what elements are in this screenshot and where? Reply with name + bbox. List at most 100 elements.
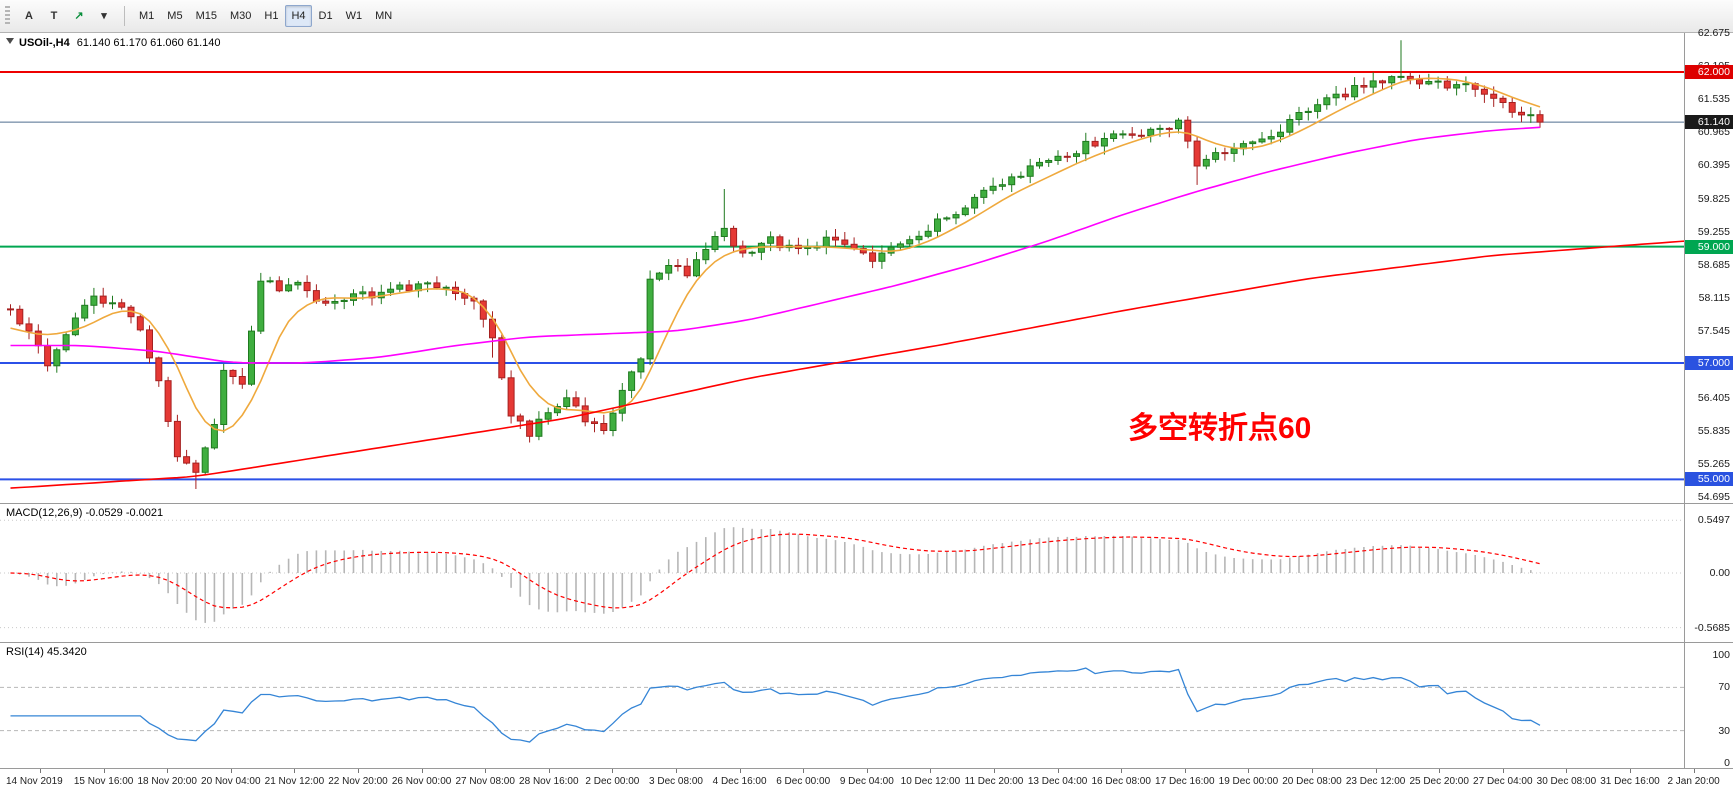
time-tick: [1312, 769, 1313, 773]
one-click-trading-icon[interactable]: [6, 38, 14, 48]
crosshair-tool-button[interactable]: A: [17, 5, 41, 27]
toolbar: A T ↗ ▾ M1 M5 M15 M30 H1 H4 D1 W1 MN: [0, 0, 1733, 33]
macd-axis-label: 0.5497: [1697, 514, 1730, 527]
time-axis-label: 25 Dec 20:00: [1409, 776, 1469, 787]
text-tool-button[interactable]: T: [42, 5, 66, 27]
price-axis-label: 60.965: [1697, 126, 1730, 139]
indicators-button[interactable]: ↗: [67, 5, 91, 27]
price-badge-61.140: 61.140: [1685, 115, 1733, 130]
time-tick: [421, 769, 423, 773]
timeframe-button-m1[interactable]: M1: [133, 5, 160, 27]
ma-slow-red: [10, 240, 1685, 489]
timeframe-button-m30[interactable]: M30: [224, 5, 257, 27]
price-axis-label: 57.545: [1697, 325, 1730, 338]
macd-signal-line: [10, 533, 1541, 609]
time-tick: [994, 769, 995, 773]
macd-label: MACD(12,26,9) -0.0529 -0.0021: [6, 507, 164, 519]
rsi-axis[interactable]: 100 70 30 0: [1684, 643, 1733, 769]
ma-fast-orange: [10, 77, 1541, 432]
time-axis-label: 19 Dec 00:00: [1218, 776, 1279, 787]
toolbar-separator: [124, 6, 125, 26]
time-tick: [167, 769, 169, 773]
ma-mid-magenta: [10, 126, 1541, 364]
time-axis-label: 26 Nov 00:00: [391, 776, 452, 787]
time-axis-label: 21 Nov 12:00: [264, 776, 325, 787]
annotation-text: 多空转折点60: [1128, 412, 1312, 445]
time-axis-label: 6 Dec 00:00: [776, 776, 831, 787]
time-tick: [612, 769, 614, 773]
time-tick: [1184, 769, 1186, 773]
time-tick: [1566, 769, 1568, 773]
time-axis-label: 22 Nov 20:00: [328, 776, 388, 787]
time-tick: [1502, 769, 1504, 773]
time-tick: [930, 769, 932, 773]
price-axis-label: 59.255: [1697, 225, 1730, 238]
time-axis-label: 15 Nov 16:00: [73, 776, 134, 787]
symbol-period-label: USOil-,H4: [19, 37, 70, 49]
time-axis-label: 31 Dec 16:00: [1600, 776, 1660, 787]
tool-buttons-group: A T ↗ ▾: [17, 5, 116, 27]
time-tick: [803, 769, 805, 773]
time-tick: [1057, 769, 1059, 773]
rsi-chart[interactable]: [0, 643, 1685, 769]
time-tick: [739, 769, 741, 773]
time-axis-label: 27 Nov 08:00: [455, 776, 515, 787]
time-tick: [40, 769, 41, 773]
ohlc-values: 61.140 61.170 61.060 61.140: [76, 37, 221, 49]
time-axis-label: 20 Nov 04:00: [201, 776, 261, 787]
chart-header: USOil-,H4 61.140 61.170 61.060 61.140: [6, 36, 220, 49]
dropdown-arrow-button[interactable]: ▾: [92, 5, 116, 27]
time-axis-label: 28 Nov 16:00: [519, 776, 579, 787]
time-tick: [294, 769, 296, 773]
toolbar-grip[interactable]: [5, 6, 10, 26]
timeframe-button-d1[interactable]: D1: [313, 5, 339, 27]
time-tick: [485, 769, 487, 773]
time-axis-label: 3 Dec 08:00: [649, 776, 703, 787]
time-tick: [676, 769, 677, 773]
timeframe-button-h1[interactable]: H1: [258, 5, 284, 27]
price-badge-62.000: 62.000: [1685, 65, 1733, 79]
price-axis-label: 56.405: [1697, 391, 1730, 404]
time-axis-label: 13 Dec 04:00: [1027, 776, 1088, 787]
time-axis-label: 9 Dec 04:00: [839, 776, 894, 787]
price-axis-label: 55.835: [1697, 424, 1730, 437]
time-axis-label: 10 Dec 12:00: [900, 776, 961, 787]
price-chart-panel[interactable]: USOil-,H4 61.140 61.170 61.060 61.140 多空转…: [0, 27, 1733, 504]
rsi-axis-label: 100: [1712, 649, 1730, 661]
time-tick: [1375, 769, 1377, 773]
rsi-line: [10, 667, 1541, 743]
time-tick: [1630, 769, 1631, 773]
time-axis[interactable]: 14 Nov 2019 15 Nov 16:00 18 Nov 20:00 20 No…: [0, 768, 1733, 795]
rsi-panel[interactable]: RSI(14) 45.3420 100 70 30 0: [0, 642, 1733, 769]
time-axis-label: 16 Dec 08:00: [1091, 776, 1151, 787]
price-badge-57.000: 57.000: [1685, 356, 1733, 370]
time-tick: [1693, 769, 1695, 773]
time-axis-label: 30 Dec 08:00: [1536, 776, 1597, 787]
price-axis[interactable]: 62.67562.10561.53560.96560.39559.82559.2…: [1684, 27, 1733, 504]
timeframe-button-mn[interactable]: MN: [369, 5, 398, 27]
time-axis-label: 14 Nov 2019: [6, 776, 63, 787]
time-axis-label: 18 Nov 20:00: [137, 776, 197, 787]
macd-axis-label: -0.5685: [1694, 621, 1730, 634]
price-badge-59.000: 59.000: [1685, 239, 1733, 254]
timeframe-button-m5[interactable]: M5: [161, 5, 188, 27]
macd-axis[interactable]: 0.5497 0.00 -0.5685: [1684, 504, 1733, 642]
time-axis-label: 20 Dec 08:00: [1282, 776, 1342, 787]
rsi-label: RSI(14) 45.3420: [6, 646, 87, 658]
timeframe-button-w1[interactable]: W1: [340, 5, 369, 27]
price-axis-label: 62.675: [1697, 26, 1730, 39]
timeframe-button-h4[interactable]: H4: [285, 5, 312, 27]
price-axis-label: 61.535: [1697, 93, 1730, 106]
time-axis-label: 2 Jan 20:00: [1667, 776, 1720, 787]
macd-chart[interactable]: [0, 504, 1685, 642]
rsi-axis-label: 0: [1724, 757, 1730, 769]
timeframe-button-m15[interactable]: M15: [190, 5, 223, 27]
price-axis-label: 54.695: [1697, 491, 1730, 504]
price-axis-label: 58.685: [1697, 258, 1730, 271]
rsi-axis-label: 30: [1718, 724, 1730, 737]
macd-panel[interactable]: MACD(12,26,9) -0.0529 -0.0021 0.5497 0.00…: [0, 503, 1733, 642]
time-axis-label: 27 Dec 04:00: [1473, 776, 1533, 787]
candlestick-chart[interactable]: [0, 33, 1685, 503]
time-tick: [103, 769, 105, 773]
time-axis-label: 17 Dec 16:00: [1155, 776, 1215, 787]
